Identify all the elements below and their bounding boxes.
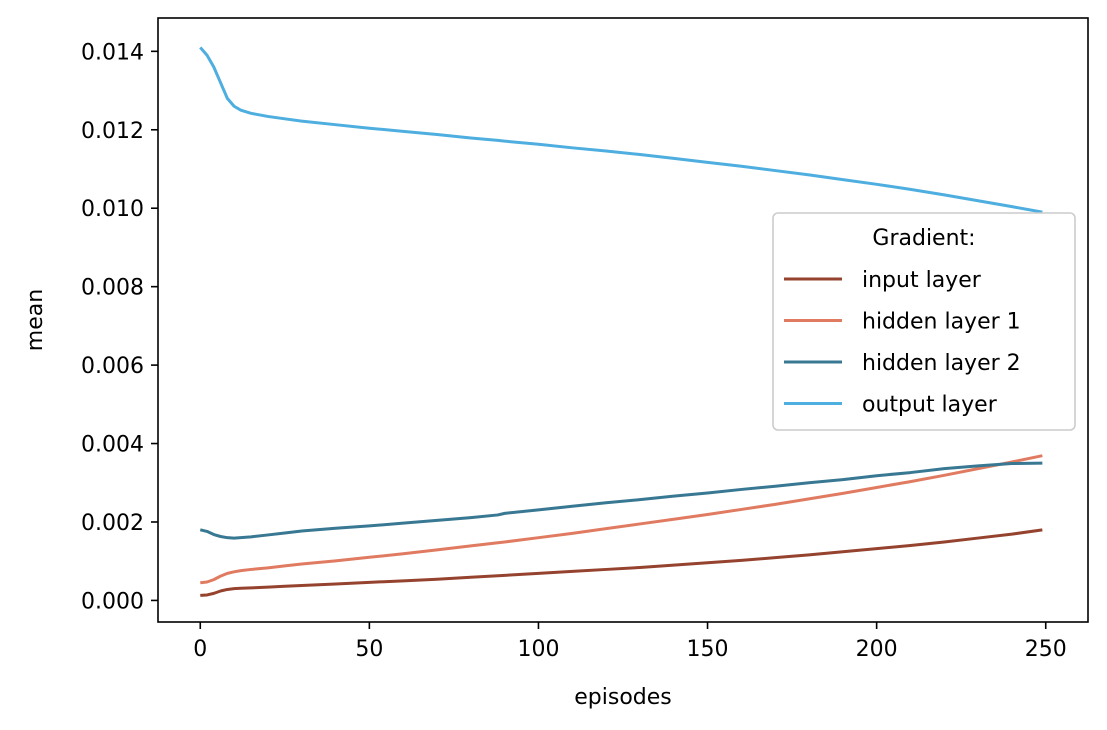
x-tick-label: 250 <box>1025 637 1067 662</box>
series-layer <box>199 46 1043 597</box>
x-tick-label: 50 <box>355 637 383 662</box>
series-line-output-layer <box>199 46 1043 214</box>
x-tick-label: 150 <box>687 637 729 662</box>
x-tick-label: 0 <box>193 637 207 662</box>
axes-layer <box>157 17 1089 623</box>
x-tick-label: 100 <box>517 637 559 662</box>
legend: Gradient: input layer hidden layer 1 hidde… <box>772 212 1076 431</box>
ticks-layer: 0 50 100 150 200 250 0.000 0.002 0.004 0.006 0.008… <box>81 40 1067 662</box>
legend-label: input layer <box>862 268 982 293</box>
legend-label: hidden layer 1 <box>862 310 1021 335</box>
y-tick-label: 0.012 <box>81 119 144 144</box>
y-tick-label: 0.014 <box>81 40 144 65</box>
x-tick-label: 200 <box>856 637 898 662</box>
x-axis-label: episodes <box>574 685 672 710</box>
series-line-input-layer <box>200 528 1043 597</box>
series-line-hidden-layer-2 <box>199 461 1043 540</box>
legend-box <box>772 212 1076 431</box>
y-tick-label: 0.002 <box>81 511 144 536</box>
legend-label: hidden layer 2 <box>862 351 1021 376</box>
y-tick-label: 0.000 <box>81 589 144 614</box>
legend-title: Gradient: <box>872 226 975 251</box>
series-line-hidden-layer-1 <box>200 454 1043 585</box>
plot-frame <box>157 17 1089 623</box>
y-tick-label: 0.006 <box>81 354 144 379</box>
y-axis-label: mean <box>23 289 48 351</box>
y-tick-label: 0.008 <box>81 276 144 301</box>
legend-label: output layer <box>862 393 998 418</box>
y-tick-label: 0.010 <box>81 197 144 222</box>
y-tick-label: 0.004 <box>81 433 144 458</box>
